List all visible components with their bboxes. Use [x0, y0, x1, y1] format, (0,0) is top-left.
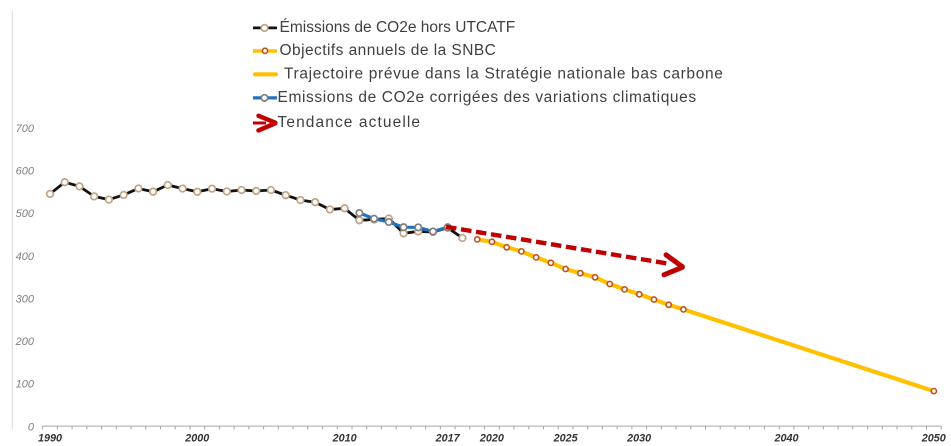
svg-text:2050: 2050	[921, 433, 946, 445]
svg-text:2030: 2030	[626, 433, 651, 445]
svg-text:0: 0	[28, 421, 35, 433]
svg-text:600: 600	[16, 166, 35, 178]
svg-text:Tendance actuelle: Tendance actuelle	[278, 114, 422, 131]
svg-text:700: 700	[16, 123, 35, 135]
svg-text:2020: 2020	[479, 433, 504, 445]
svg-text:2017: 2017	[435, 433, 461, 445]
svg-text:Emissions de CO2e corrigées de: Emissions de CO2e corrigées des variatio…	[278, 89, 697, 106]
svg-text:Émissions de CO2e hors UTCATF: Émissions de CO2e hors UTCATF	[280, 19, 516, 36]
svg-text:500: 500	[16, 208, 35, 220]
svg-text:Trajectoire prévue dans la Str: Trajectoire prévue dans la Stratégie nat…	[284, 65, 724, 82]
svg-text:1990: 1990	[38, 433, 62, 445]
svg-text:300: 300	[16, 293, 35, 305]
svg-text:100: 100	[16, 379, 35, 391]
svg-text:400: 400	[16, 251, 35, 263]
svg-text:Objectifs annuels de la SNBC: Objectifs annuels de la SNBC	[280, 42, 497, 59]
svg-text:2025: 2025	[553, 433, 579, 445]
svg-text:2040: 2040	[773, 433, 798, 445]
svg-text:2010: 2010	[332, 433, 357, 445]
svg-text:200: 200	[15, 336, 35, 348]
svg-text:2000: 2000	[184, 433, 209, 445]
